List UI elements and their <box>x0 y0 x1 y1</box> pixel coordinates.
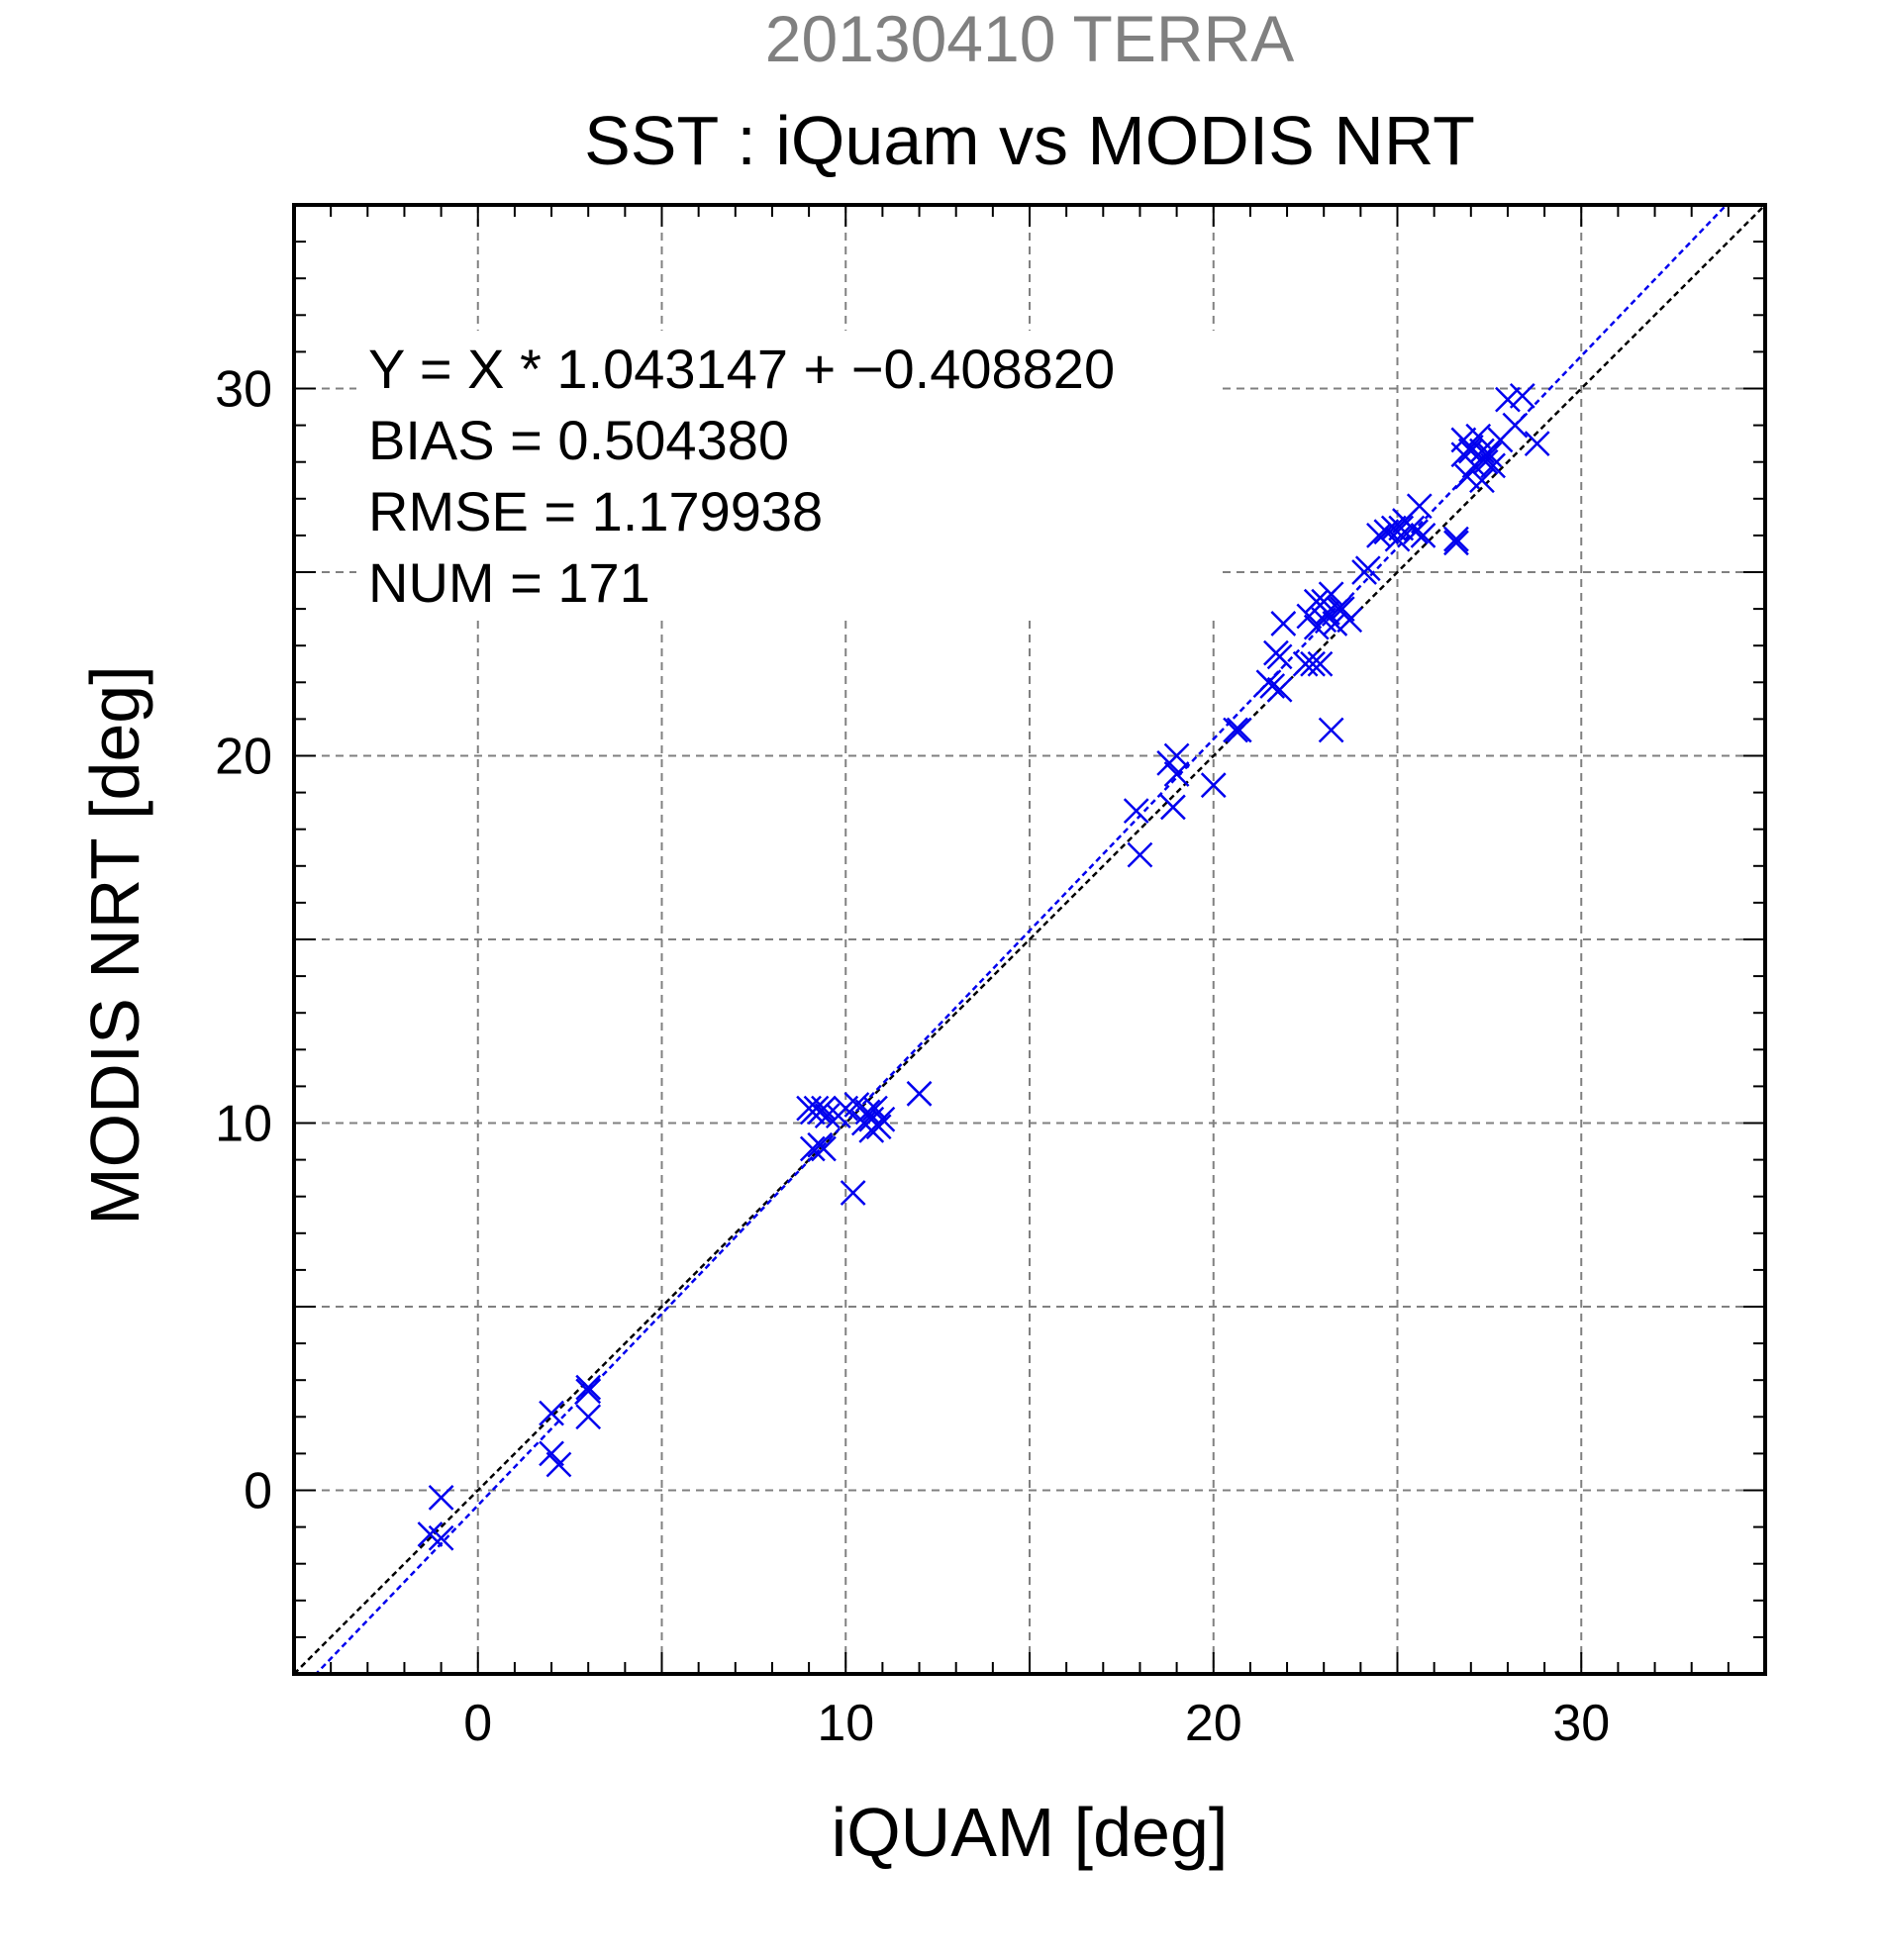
identity-line <box>294 205 1765 1674</box>
y-tick-label: 10 <box>215 1096 272 1153</box>
stats-line: Y = X * 1.043147 + −0.408820 <box>368 338 1115 400</box>
y-tick-label: 20 <box>215 729 272 786</box>
data-point <box>799 1135 826 1162</box>
data-point <box>1465 423 1492 449</box>
y-tick-label: 0 <box>244 1463 272 1520</box>
data-point <box>1495 386 1521 413</box>
data-point <box>1373 519 1400 545</box>
data-point <box>428 1485 454 1511</box>
data-point <box>575 1378 602 1405</box>
data-point <box>1480 452 1506 479</box>
stats-background <box>356 331 1220 620</box>
data-point <box>865 1114 892 1140</box>
data-point <box>1127 841 1153 868</box>
data-point <box>1388 515 1415 541</box>
data-point <box>1443 526 1469 552</box>
data-point <box>1336 607 1363 634</box>
data-point <box>811 1095 837 1122</box>
data-point <box>539 1400 564 1426</box>
data-point <box>1354 555 1381 582</box>
data-point <box>1163 761 1190 787</box>
chart-subtitle: 20130410 TERRA <box>765 2 1294 75</box>
data-point <box>1270 611 1297 637</box>
data-point <box>1266 643 1293 670</box>
x-tick-label: 10 <box>817 1695 874 1752</box>
data-point <box>1329 596 1355 622</box>
plot-frame <box>292 203 1767 1676</box>
data-point <box>1509 383 1535 409</box>
data-point <box>1403 519 1429 545</box>
tick-labels: 0 10 20 30 0 10 20 30 <box>215 361 1610 1753</box>
fit-line <box>314 205 1729 1674</box>
data-point <box>1472 448 1499 475</box>
data-point <box>840 1180 866 1206</box>
data-point <box>1300 650 1326 677</box>
data-point <box>869 1106 896 1132</box>
data-point <box>1318 581 1344 608</box>
stats-line: RMSE = 1.179938 <box>368 480 823 542</box>
data-point <box>1322 611 1348 637</box>
data-point <box>1318 717 1344 743</box>
data-point <box>539 1440 564 1467</box>
data-point <box>1123 798 1149 825</box>
data-point <box>1226 717 1252 743</box>
data-point <box>575 1374 602 1401</box>
data-point <box>1406 493 1433 520</box>
data-point <box>575 1404 602 1430</box>
data-point <box>545 1451 572 1478</box>
chart-title: SST : iQuam vs MODIS NRT <box>584 102 1475 179</box>
data-point <box>814 1103 841 1128</box>
y-axis-label: MODIS NRT [deg] <box>76 665 153 1225</box>
data-point <box>428 1524 454 1551</box>
data-point <box>1160 794 1186 821</box>
data-point <box>1524 431 1550 457</box>
data-point <box>906 1080 933 1107</box>
data-point <box>1307 650 1334 677</box>
stats-line: BIAS = 0.504380 <box>368 409 789 471</box>
reference-lines <box>294 205 1765 1674</box>
data-point <box>1443 530 1469 556</box>
data-point <box>1410 523 1436 548</box>
data-points <box>417 383 1550 1551</box>
data-point <box>1163 742 1190 769</box>
data-point <box>1454 463 1480 490</box>
stats-box: Y = X * 1.043147 + −0.408820 BIAS = 0.504… <box>356 331 1220 620</box>
x-tick-label: 30 <box>1552 1695 1610 1752</box>
data-point <box>1259 673 1286 699</box>
x-tick-label: 20 <box>1185 1695 1242 1752</box>
stats-line: NUM = 171 <box>368 551 650 614</box>
data-point <box>1266 676 1293 703</box>
y-tick-label: 30 <box>215 361 272 419</box>
data-point <box>1223 717 1248 743</box>
x-tick-label: 0 <box>463 1695 492 1752</box>
x-axis-label: iQUAM [deg] <box>832 1794 1229 1871</box>
data-point <box>1200 772 1227 799</box>
data-point <box>811 1135 837 1162</box>
data-point <box>1502 412 1529 439</box>
